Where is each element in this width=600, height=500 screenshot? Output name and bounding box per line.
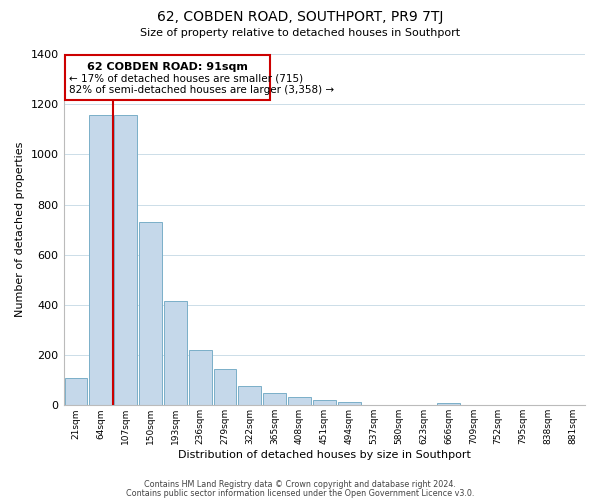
- Bar: [89, 116, 112, 406]
- Bar: [214, 369, 236, 406]
- Bar: [65, 378, 88, 406]
- Bar: [164, 301, 187, 406]
- Text: 82% of semi-detached houses are larger (3,358) →: 82% of semi-detached houses are larger (…: [68, 85, 334, 95]
- Text: Contains public sector information licensed under the Open Government Licence v3: Contains public sector information licen…: [126, 488, 474, 498]
- Bar: [263, 392, 286, 406]
- Bar: [139, 222, 162, 406]
- Bar: [238, 386, 261, 406]
- Bar: [114, 116, 137, 406]
- Text: Contains HM Land Registry data © Crown copyright and database right 2024.: Contains HM Land Registry data © Crown c…: [144, 480, 456, 489]
- Bar: [313, 400, 335, 406]
- Bar: [437, 403, 460, 406]
- Text: Size of property relative to detached houses in Southport: Size of property relative to detached ho…: [140, 28, 460, 38]
- Bar: [338, 402, 361, 406]
- Text: 62, COBDEN ROAD, SOUTHPORT, PR9 7TJ: 62, COBDEN ROAD, SOUTHPORT, PR9 7TJ: [157, 10, 443, 24]
- X-axis label: Distribution of detached houses by size in Southport: Distribution of detached houses by size …: [178, 450, 471, 460]
- Bar: [288, 396, 311, 406]
- Text: 62 COBDEN ROAD: 91sqm: 62 COBDEN ROAD: 91sqm: [87, 62, 248, 72]
- FancyBboxPatch shape: [65, 56, 269, 100]
- Bar: [188, 350, 212, 406]
- Text: ← 17% of detached houses are smaller (715): ← 17% of detached houses are smaller (71…: [68, 74, 302, 84]
- Y-axis label: Number of detached properties: Number of detached properties: [15, 142, 25, 318]
